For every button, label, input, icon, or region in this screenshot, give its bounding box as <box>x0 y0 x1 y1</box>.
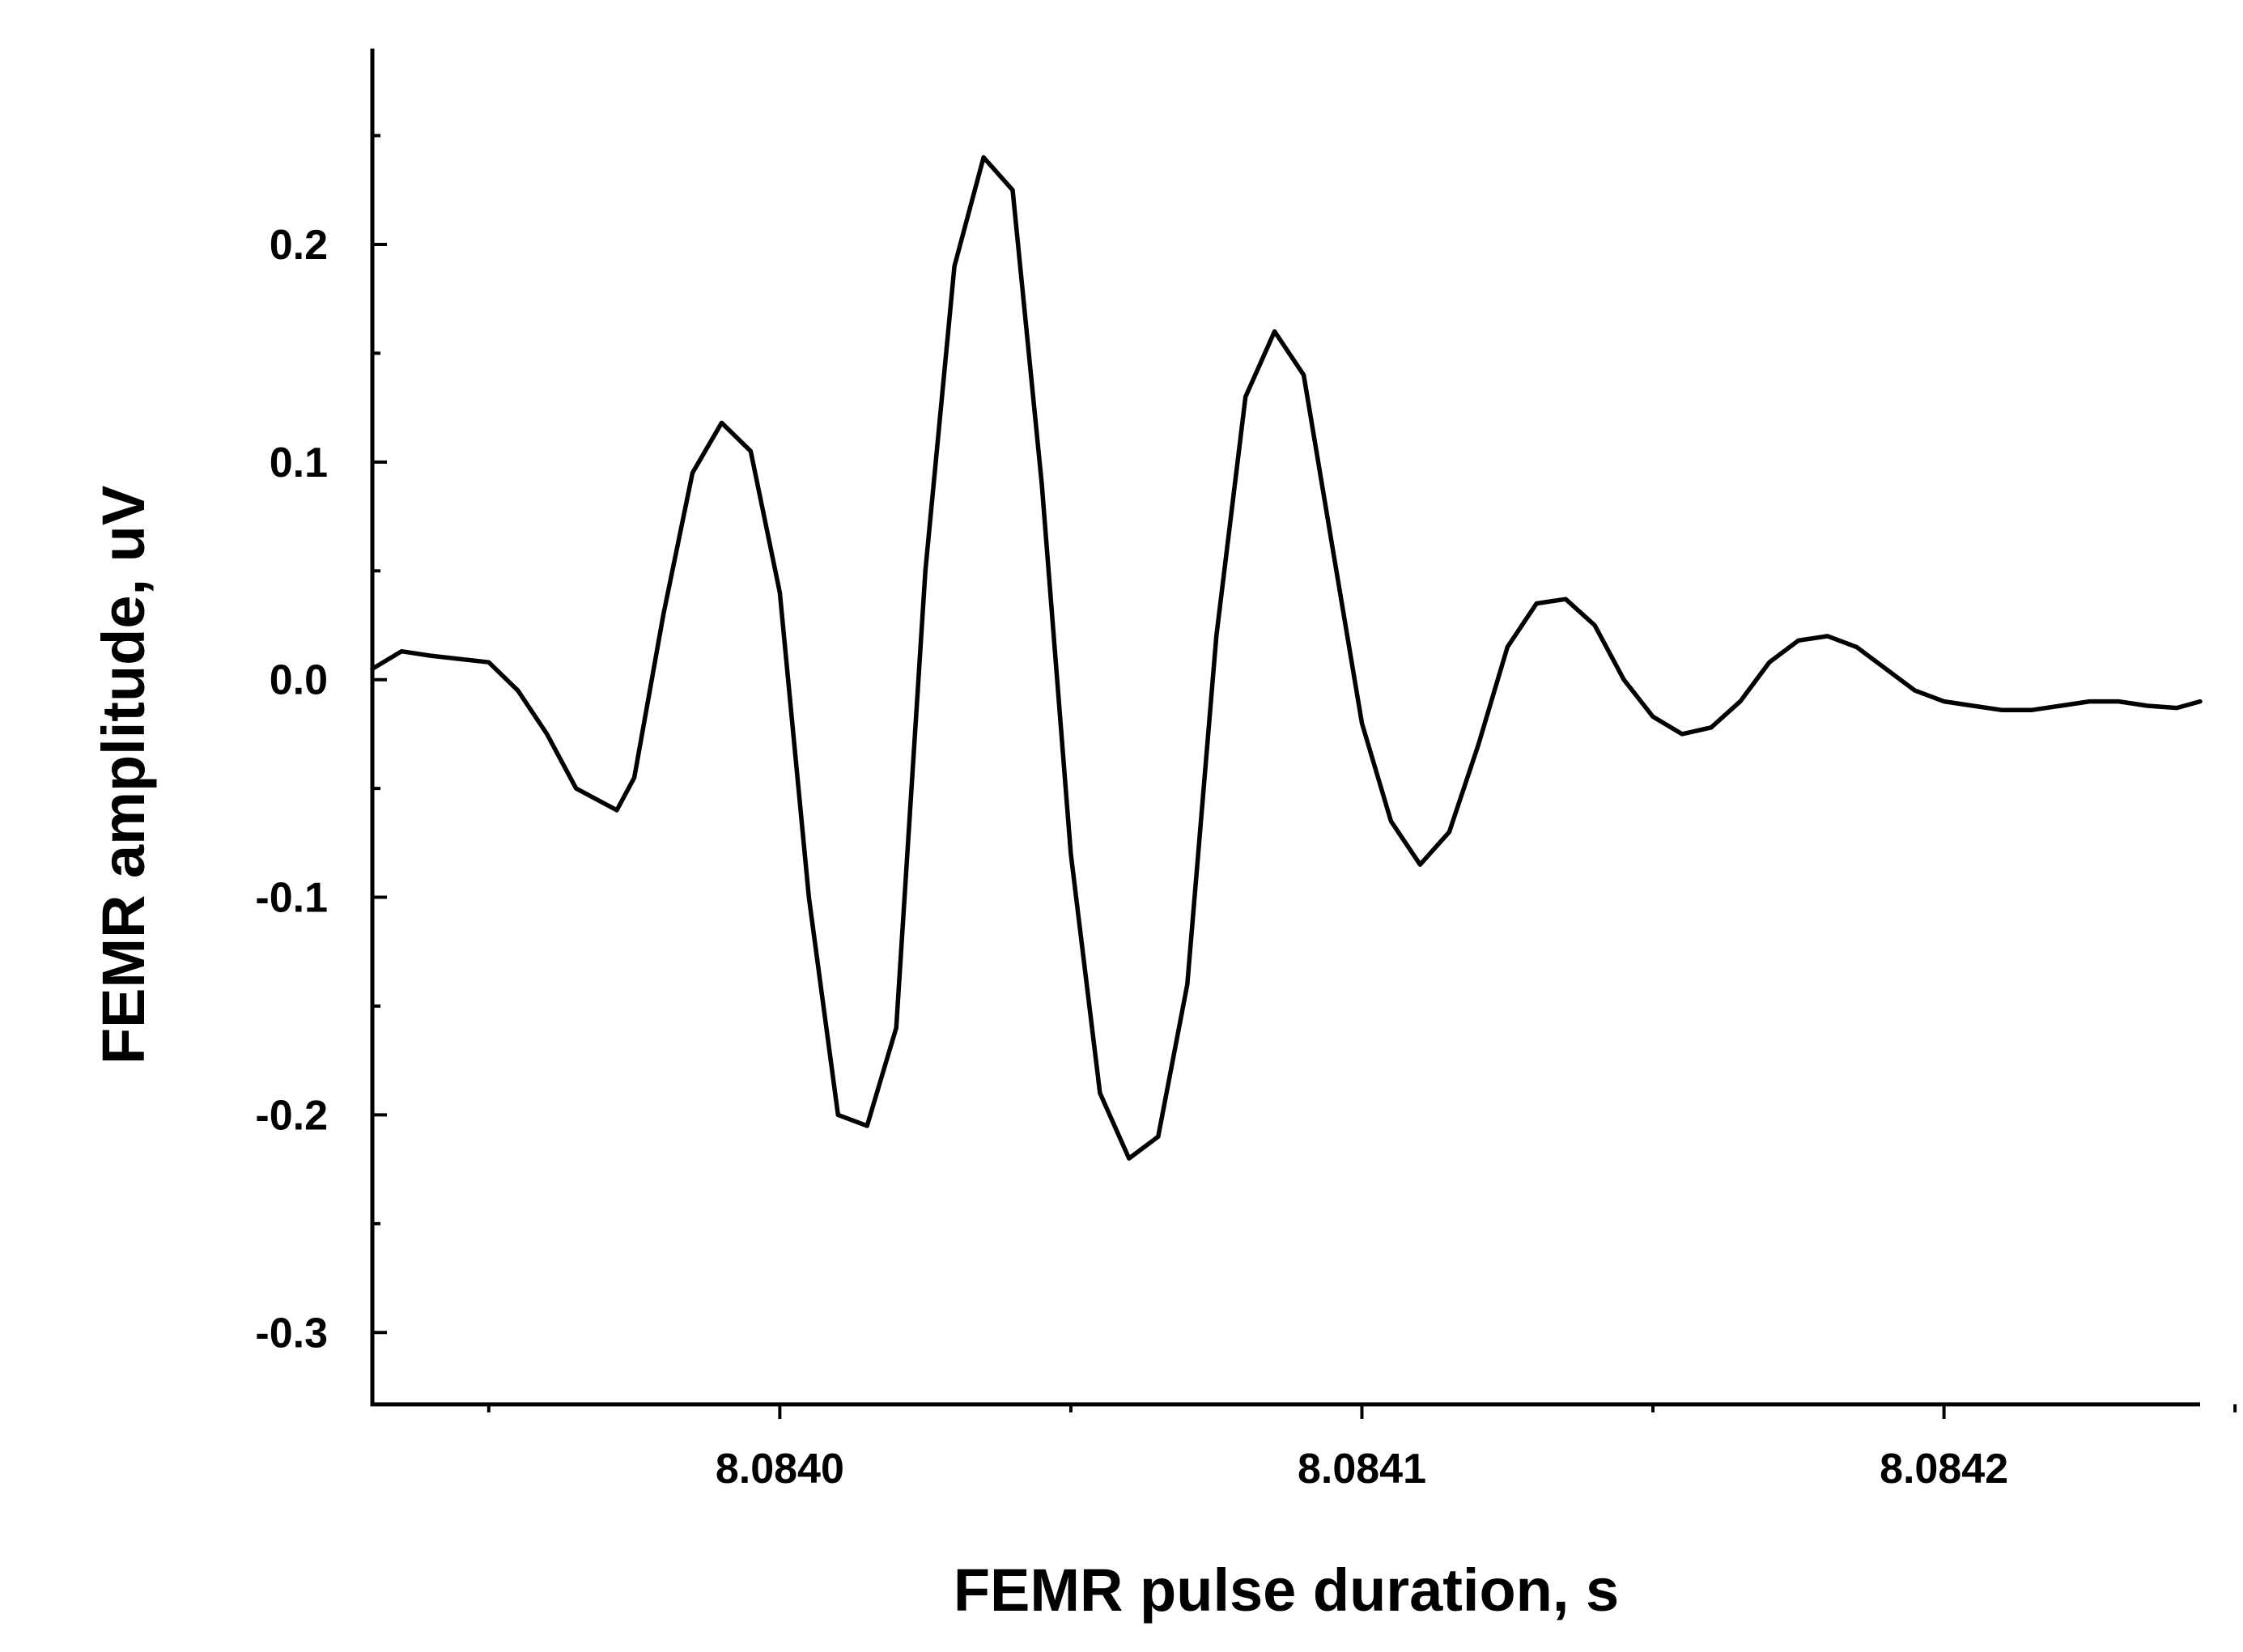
y-tick-label: -0.2 <box>255 1092 328 1139</box>
x-tick-label: 8.0841 <box>1298 1446 1426 1493</box>
axes: 0.2 0.1 0.0 -0.1 -0.2 -0.3 8.0840 8.0841 8.0842 <box>255 49 2237 1493</box>
y-tick-label: 0.2 <box>270 222 328 269</box>
x-tick-label: 8.0842 <box>1880 1446 2008 1493</box>
x-tick-label: 8.0840 <box>716 1446 844 1493</box>
y-tick-label: -0.1 <box>255 875 328 922</box>
series-line <box>370 155 2203 1161</box>
y-axis-title: FEMR amplitude, uV <box>90 486 157 1064</box>
y-tick-label: 0.1 <box>270 440 328 486</box>
plot-area <box>370 155 2203 1161</box>
x-axis-title: FEMR pulse duration, s <box>954 1556 1619 1624</box>
y-tick-label: 0.0 <box>270 657 328 704</box>
y-tick-label: -0.3 <box>255 1310 328 1357</box>
